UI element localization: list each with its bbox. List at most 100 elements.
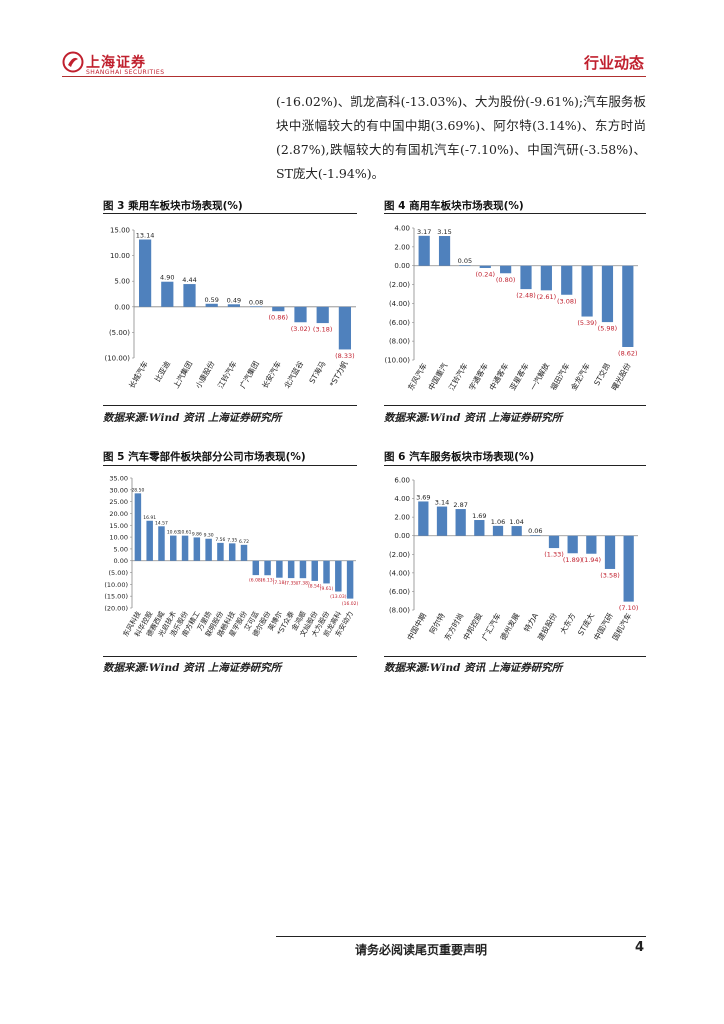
bar — [459, 265, 471, 266]
category-label: 广汽集团 — [237, 359, 261, 390]
figure-5-source: 数据来源:Wind 资讯 上海证券研究所 — [103, 662, 282, 674]
y-tick-label: (5.00) — [108, 569, 128, 577]
data-label: (2.48) — [516, 292, 536, 300]
bar — [418, 235, 430, 266]
y-tick-label: 20.00 — [109, 510, 128, 518]
bar — [492, 525, 504, 536]
figure-6-bottom-rule — [384, 656, 646, 657]
bar — [436, 506, 448, 536]
bar — [622, 265, 634, 347]
logo-emblem-icon — [62, 51, 84, 73]
bar — [272, 306, 285, 312]
logo-subtext: SHANGHAI SECURITIES — [86, 69, 165, 76]
y-tick-label: (8.00) — [389, 338, 410, 346]
bar — [183, 284, 196, 307]
category-label: 中国中期 — [404, 611, 428, 642]
y-tick-label: (6.00) — [389, 588, 410, 596]
y-tick-label: (8.00) — [389, 607, 410, 615]
bar — [623, 535, 634, 602]
bar — [479, 265, 491, 268]
data-label: 28.50 — [131, 487, 144, 493]
figure-5-chart: 35.00 30.00 25.00 20.00 15.00 10.00 5.00 0.00 (5… — [104, 475, 358, 639]
figure-4-bottom-rule — [384, 405, 646, 406]
figure-6-rule — [384, 465, 646, 466]
bar — [586, 535, 597, 554]
data-label: 3.14 — [435, 499, 449, 507]
bar — [455, 509, 466, 536]
category-label: *ST力帆 — [327, 359, 350, 389]
category-label: 比亚迪 — [152, 359, 172, 384]
y-tick-label: (10.00) — [384, 357, 410, 365]
category-label: 上汽集团 — [171, 359, 195, 390]
category-label: ST庞大 — [575, 611, 596, 638]
y-tick-label: (5.00) — [109, 329, 130, 337]
data-label: (0.86) — [269, 314, 289, 322]
logo-text: 上海证券 — [86, 55, 146, 71]
bar — [193, 537, 201, 561]
bar — [161, 281, 174, 307]
section-title: 行业动态 — [583, 54, 644, 72]
data-label: 1.06 — [491, 518, 505, 526]
data-label: 0.06 — [528, 527, 542, 535]
data-label: 0.59 — [204, 296, 218, 304]
bar — [138, 239, 152, 307]
y-tick-label: 0.00 — [394, 262, 410, 270]
data-label: (7.18) — [273, 580, 287, 586]
category-label: ST海马 — [307, 359, 328, 385]
bar — [228, 543, 236, 561]
data-label: 7.56 — [215, 537, 225, 543]
data-label: (3.02) — [291, 325, 311, 333]
data-label: 0.49 — [227, 296, 241, 304]
category-label: 特力A — [521, 610, 540, 633]
category-label: 金龙汽车 — [568, 361, 592, 392]
bar — [249, 306, 263, 307]
data-label: 3.69 — [416, 493, 430, 501]
bar — [581, 265, 593, 317]
page-number: 4 — [634, 940, 644, 955]
figure-4-rule — [384, 213, 646, 214]
body-paragraph: (-16.02%)、凯龙高科(-13.03%)、大为股份(-9.61%);汽车服… — [276, 90, 646, 186]
y-tick-label: (4.00) — [389, 300, 410, 308]
paragraph-text: (-16.02%)、凯龙高科(-13.03%)、大为股份(-9.61%);汽车服… — [276, 94, 646, 181]
y-tick-label: 5.00 — [114, 545, 128, 553]
data-label: (2.61) — [537, 293, 557, 301]
bar — [276, 560, 283, 578]
y-tick-label: (10.00) — [104, 355, 130, 363]
figure-3-title: 图 3 乘用车板块市场表现(%) — [103, 200, 243, 212]
bar — [299, 560, 307, 579]
bar — [474, 520, 485, 536]
data-label: 10.61 — [179, 530, 192, 536]
category-label: 曙光股份 — [609, 361, 633, 392]
data-label: 4.90 — [160, 274, 174, 282]
y-tick-label: (6.00) — [389, 319, 410, 327]
bar — [217, 542, 224, 561]
company-logo: 上海证券 SHANGHAI SECURITIES — [62, 48, 164, 80]
y-tick-label: 35.00 — [109, 475, 128, 483]
data-label: (5.39) — [577, 319, 597, 327]
y-tick-label: 6.00 — [394, 477, 410, 485]
bar — [287, 560, 295, 579]
bar — [311, 560, 318, 581]
bar — [146, 520, 153, 561]
bar — [548, 535, 560, 549]
data-label: (6.13) — [261, 578, 275, 584]
y-tick-label: (2.00) — [389, 551, 410, 559]
figure-3-source: 数据来源:Wind 资讯 上海证券研究所 — [103, 412, 282, 424]
data-label: (3.58) — [600, 571, 620, 579]
data-label: 2.87 — [453, 501, 467, 509]
y-tick-label: 0.00 — [114, 303, 130, 311]
bar — [604, 535, 616, 569]
data-label: 0.08 — [249, 298, 263, 306]
y-tick-label: 2.00 — [394, 243, 410, 251]
category-label: 长安汽车 — [259, 359, 283, 390]
bar — [240, 544, 248, 561]
category-label: 小康股份 — [193, 359, 217, 390]
data-label: (13.03) — [330, 594, 347, 600]
data-label: (7.38) — [296, 581, 310, 587]
bar — [205, 538, 212, 561]
footer-disclaimer: 请务必阅读尾页重要声明 — [354, 943, 487, 957]
data-label: (3.08) — [557, 297, 577, 305]
category-label: ST交昂 — [591, 361, 612, 387]
bar — [418, 501, 429, 536]
category-label: 江铃汽车 — [215, 359, 239, 390]
